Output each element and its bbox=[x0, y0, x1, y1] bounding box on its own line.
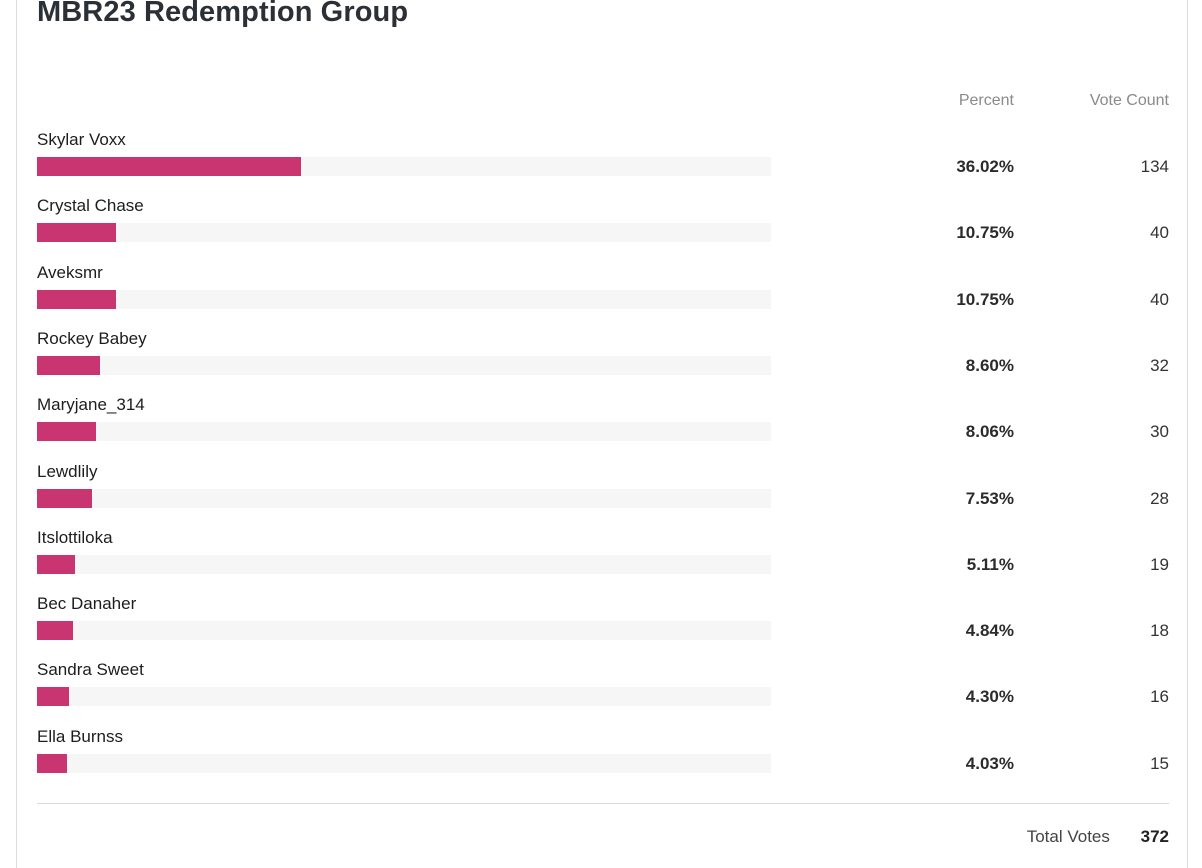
bar-fill bbox=[37, 289, 116, 309]
candidate-name: Aveksmr bbox=[37, 262, 103, 282]
percent-label: 10.75% bbox=[956, 289, 1014, 309]
vote-count: 134 bbox=[1140, 157, 1169, 176]
bar-track bbox=[37, 554, 771, 574]
bar-fill bbox=[37, 554, 75, 574]
percent-column-header: Percent bbox=[958, 92, 1014, 109]
total-votes-value: 372 bbox=[1140, 827, 1169, 846]
vote-count: 40 bbox=[1150, 223, 1169, 243]
total-votes-label: Total Votes bbox=[1026, 827, 1110, 846]
candidate-name: Ella Burnss bbox=[37, 726, 123, 746]
result-row: Lewdlily 7.53% 28 bbox=[37, 462, 1169, 522]
candidate-name: Crystal Chase bbox=[37, 196, 144, 216]
result-row: Maryjane_314 8.06% 30 bbox=[37, 395, 1169, 455]
percent-label: 8.60% bbox=[965, 355, 1014, 375]
percent-label: 4.84% bbox=[965, 621, 1014, 641]
bar-track bbox=[37, 621, 771, 641]
result-row: Rockey Babey 8.60% 32 bbox=[37, 329, 1169, 389]
result-row: Skylar Voxx 36.02% 134 bbox=[37, 130, 1169, 190]
percent-label: 7.53% bbox=[965, 488, 1014, 508]
bar-fill bbox=[37, 422, 97, 442]
candidate-name: Sandra Sweet bbox=[37, 660, 144, 680]
bar-fill bbox=[37, 355, 101, 375]
vote-count: 16 bbox=[1150, 687, 1169, 707]
candidate-name: Rockey Babey bbox=[37, 328, 147, 348]
percent-label: 8.06% bbox=[965, 422, 1014, 442]
bar-track bbox=[37, 753, 771, 773]
divider bbox=[37, 803, 1169, 804]
bar-track bbox=[37, 355, 771, 375]
percent-label: 4.30% bbox=[965, 687, 1014, 707]
candidate-name: Maryjane_314 bbox=[37, 395, 145, 415]
total-votes: Total Votes 372 bbox=[1027, 827, 1169, 847]
result-row: Bec Danaher 4.84% 18 bbox=[37, 594, 1169, 654]
percent-label: 10.75% bbox=[956, 223, 1014, 243]
vote-count: 30 bbox=[1150, 422, 1169, 442]
percent-label: 4.03% bbox=[965, 753, 1014, 773]
poll-title: MBR23 Redemption Group bbox=[37, 0, 409, 28]
bar-track bbox=[37, 289, 771, 309]
result-row: Sandra Sweet 4.30% 16 bbox=[37, 660, 1169, 720]
vote-count: 15 bbox=[1150, 753, 1169, 773]
bar-track bbox=[37, 422, 771, 442]
result-row: Aveksmr 10.75% 40 bbox=[37, 263, 1169, 323]
result-row: Crystal Chase 10.75% 40 bbox=[37, 196, 1169, 256]
bar-track bbox=[37, 223, 771, 243]
bar-fill bbox=[37, 488, 93, 508]
bar-fill bbox=[37, 157, 302, 176]
bar-fill bbox=[37, 687, 69, 707]
bar-fill bbox=[37, 223, 116, 243]
bar-fill bbox=[37, 621, 73, 641]
result-row: Ella Burnss 4.03% 15 bbox=[37, 727, 1169, 787]
percent-label: 36.02% bbox=[956, 157, 1014, 176]
candidate-name: Bec Danaher bbox=[37, 594, 137, 614]
bar-track bbox=[37, 488, 771, 508]
vote-count: 32 bbox=[1150, 355, 1169, 375]
result-row: Itslottiloka 5.11% 19 bbox=[37, 528, 1169, 588]
vote-count: 19 bbox=[1150, 554, 1169, 574]
bar-track bbox=[37, 687, 771, 707]
bar-track bbox=[37, 157, 771, 176]
candidate-name: Lewdlily bbox=[37, 461, 98, 481]
vote-count: 18 bbox=[1150, 621, 1169, 641]
percent-label: 5.11% bbox=[966, 554, 1014, 574]
vote-count: 28 bbox=[1150, 488, 1169, 508]
vote-count: 40 bbox=[1150, 289, 1169, 309]
candidate-name: Skylar Voxx bbox=[37, 130, 126, 149]
bar-fill bbox=[37, 753, 67, 773]
vote-count-column-header: Vote Count bbox=[1089, 92, 1169, 109]
candidate-name: Itslottiloka bbox=[37, 527, 113, 547]
